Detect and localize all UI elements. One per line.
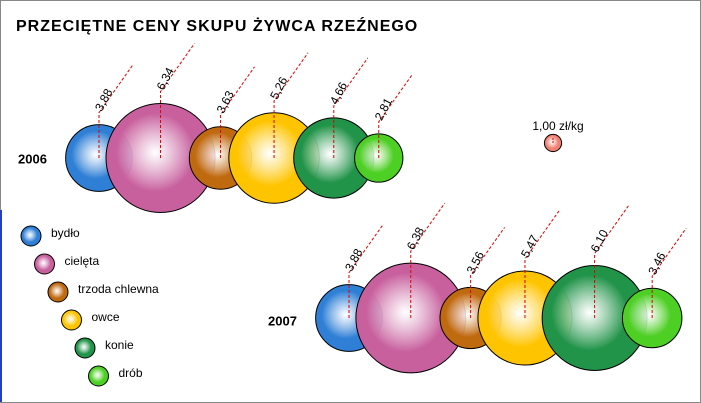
- leader-line: [220, 66, 255, 158]
- leader-line: [470, 227, 506, 318]
- leader-line: [160, 43, 195, 158]
- legend-label: drób: [119, 366, 143, 380]
- chart-title: PRZECIĘTNE CENY SKUPU ŻYWCA RZEŹNEGO: [16, 16, 418, 35]
- legend-swatch: [20, 225, 42, 247]
- year-label: 2006: [18, 151, 47, 166]
- leader-line: [273, 52, 309, 158]
- leader-line: [594, 205, 630, 318]
- legend-swatch: [47, 281, 69, 303]
- legend-swatch: [74, 337, 96, 359]
- leader-line: [410, 202, 446, 318]
- legend-swatch: [88, 365, 109, 387]
- legend-label: cielęta: [65, 254, 100, 268]
- year-label: 2007: [268, 313, 297, 328]
- legend-label: bydło: [51, 226, 80, 240]
- leader-line: [651, 227, 687, 318]
- leader-line: [98, 64, 134, 158]
- legend-swatch: [61, 309, 82, 331]
- legend-label: owce: [92, 310, 120, 324]
- leader-line: [378, 73, 414, 158]
- leader-line: [333, 57, 369, 158]
- reference-label: 1,00 zł/kg: [532, 119, 583, 133]
- leader-line: [348, 224, 384, 318]
- legend-label: konie: [105, 338, 134, 352]
- legend-label: trzoda chlewna: [78, 282, 159, 296]
- legend-swatch: [34, 253, 55, 275]
